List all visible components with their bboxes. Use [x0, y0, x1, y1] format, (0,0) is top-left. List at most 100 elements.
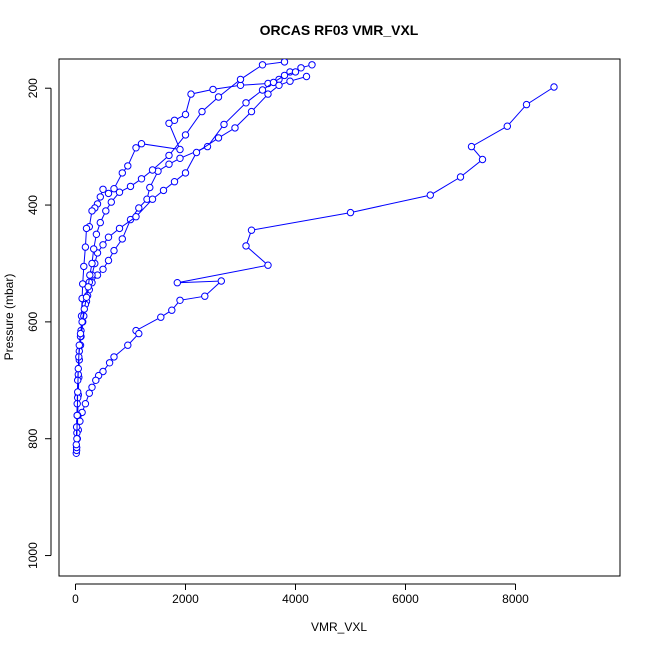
data-point [209, 85, 217, 94]
data-point [550, 83, 558, 91]
data-point [104, 189, 113, 198]
data-point [90, 245, 98, 253]
data-point [107, 198, 116, 206]
data-point [201, 292, 209, 300]
data-point [102, 207, 110, 215]
data-point [118, 169, 127, 177]
data-point [302, 72, 311, 81]
data-point [75, 341, 84, 349]
data-point [275, 81, 283, 90]
data-point [467, 142, 476, 151]
data-point [291, 68, 300, 76]
data-point [308, 61, 316, 69]
data-point [85, 389, 94, 397]
x-tick-label: 4000 [282, 592, 309, 606]
data-point [80, 262, 88, 271]
data-point [286, 77, 294, 85]
data-point [135, 204, 143, 212]
series-line [76, 61, 285, 439]
data-point [247, 226, 256, 234]
data-point [280, 59, 289, 66]
series-5 [73, 59, 289, 443]
data-point [176, 145, 184, 154]
data-point [242, 242, 250, 250]
data-point [74, 388, 82, 396]
data-point [88, 259, 96, 268]
data-point [88, 207, 96, 215]
data-point [478, 155, 487, 164]
data-point [165, 160, 173, 168]
series-line [75, 86, 555, 454]
data-point [115, 188, 124, 196]
data-point [247, 107, 256, 116]
data-point [99, 265, 107, 273]
data-point [181, 169, 190, 177]
x-axis-label: VMR_VXL [311, 620, 367, 634]
data-point [88, 383, 96, 391]
data-point [137, 175, 146, 183]
plot-frame [58, 58, 621, 577]
data-point [159, 186, 168, 195]
data-point [124, 341, 132, 349]
data-point [86, 271, 94, 279]
data-point [79, 280, 87, 288]
data-point [118, 235, 127, 243]
data-point [148, 195, 157, 203]
data-point [269, 78, 278, 87]
data-point [198, 107, 206, 116]
series-1 [72, 83, 558, 457]
data-point [81, 400, 90, 408]
data-point [236, 75, 245, 84]
data-point [264, 90, 272, 98]
data-point [264, 261, 272, 269]
data-point [148, 166, 157, 174]
series-layer [72, 59, 558, 457]
data-point [297, 64, 305, 72]
data-point [76, 329, 85, 338]
data-point [96, 193, 105, 201]
data-point [99, 185, 107, 194]
data-point [168, 306, 176, 314]
data-point [92, 230, 101, 239]
data-point [110, 246, 118, 255]
x-axis: 0 2000 4000 6000 8000 [72, 583, 529, 606]
data-point [124, 162, 132, 170]
data-point [82, 293, 91, 301]
data-point [84, 283, 92, 291]
data-point [80, 305, 89, 313]
data-point [214, 134, 223, 142]
data-point [105, 359, 114, 367]
plot-area [58, 58, 621, 577]
data-point [165, 151, 173, 160]
data-point [74, 364, 83, 373]
data-point [146, 183, 154, 192]
data-point [503, 122, 511, 130]
data-point [426, 191, 434, 199]
data-point [280, 71, 289, 80]
y-tick-label: 600 [26, 312, 40, 332]
data-point [346, 208, 355, 217]
data-point [242, 99, 250, 107]
data-point [258, 86, 267, 94]
y-tick-label: 1000 [26, 542, 40, 569]
y-axis: 200 400 600 800 1000 [26, 78, 52, 569]
data-point [217, 277, 226, 285]
data-point [82, 224, 91, 233]
data-point [170, 116, 179, 125]
data-point [176, 296, 184, 304]
data-point [187, 90, 195, 98]
data-point [214, 93, 223, 101]
data-point [73, 435, 81, 443]
data-point [231, 124, 239, 132]
data-point [220, 120, 228, 129]
data-point [132, 213, 140, 221]
x-tick-label: 6000 [392, 592, 419, 606]
y-tick-label: 200 [26, 78, 40, 98]
data-point [203, 142, 212, 151]
data-point [104, 256, 113, 265]
data-point [73, 411, 81, 420]
data-point [99, 367, 107, 376]
data-point [132, 144, 140, 152]
